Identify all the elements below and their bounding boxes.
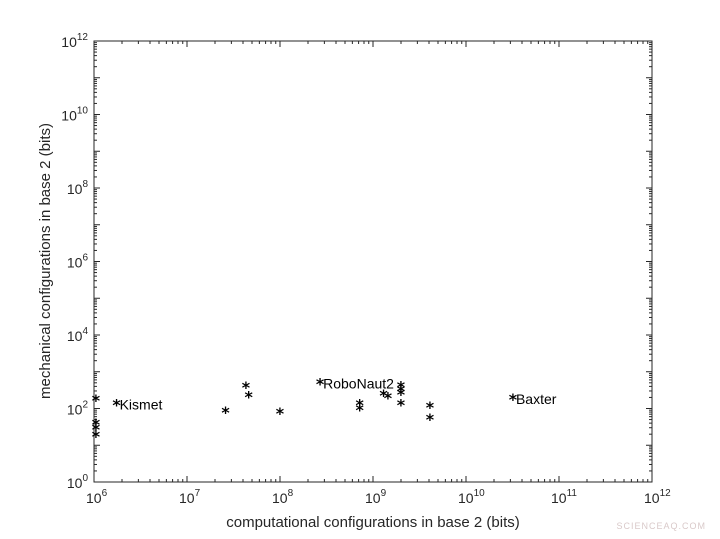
data-point: * — [91, 391, 101, 410]
y-tick-label: 100 — [67, 473, 89, 491]
y-tick-exponent: 4 — [82, 326, 88, 337]
data-point: * — [508, 390, 518, 409]
y-tick-base: 10 — [67, 181, 83, 197]
data-point: * — [425, 398, 435, 417]
data-point-label: Kismet — [120, 396, 163, 412]
data-point: * — [112, 395, 122, 414]
x-tick-base: 10 — [86, 490, 102, 506]
x-tick-base: 10 — [365, 490, 381, 506]
y-tick-exponent: 8 — [82, 179, 88, 190]
x-tick-label: 109 — [365, 488, 387, 506]
x-tick-label: 1011 — [551, 488, 577, 506]
watermark: SCIENCEAQ.COM — [616, 521, 706, 531]
y-tick-base: 10 — [67, 255, 83, 271]
y-tick-base: 10 — [67, 328, 83, 344]
x-tick-base: 10 — [179, 490, 195, 506]
y-tick-base: 10 — [61, 34, 77, 50]
x-tick-exponent: 11 — [567, 488, 578, 499]
data-point: * — [383, 388, 393, 407]
x-tick-label: 108 — [272, 488, 294, 506]
y-tick-base: 10 — [67, 475, 83, 491]
y-tick-label: 104 — [67, 326, 89, 344]
x-tick-exponent: 9 — [381, 488, 387, 499]
data-point-label: RoboNaut2 — [323, 375, 394, 391]
y-tick-exponent: 12 — [77, 32, 89, 43]
data-point: * — [91, 427, 101, 446]
y-tick-base: 10 — [67, 402, 83, 418]
y-axis-ticks — [94, 40, 652, 483]
y-tick-exponent: 10 — [77, 106, 89, 117]
data-point: * — [221, 403, 231, 422]
data-point: * — [396, 381, 406, 400]
x-axis-tick-labels: 106 107 108 109 1010 1011 1012 — [86, 488, 671, 506]
x-tick-exponent: 12 — [660, 488, 672, 499]
data-point: * — [244, 388, 254, 407]
y-tick-exponent: 0 — [82, 473, 88, 484]
y-tick-exponent: 2 — [82, 400, 88, 411]
y-tick-label: 1012 — [61, 32, 88, 50]
x-tick-base: 10 — [644, 490, 660, 506]
x-tick-label: 106 — [86, 488, 108, 506]
x-tick-base: 10 — [272, 490, 288, 506]
data-point: * — [91, 420, 101, 439]
data-point-label: Baxter — [516, 391, 557, 407]
y-tick-label: 106 — [67, 253, 89, 271]
x-tick-label: 1010 — [458, 488, 485, 506]
y-axis-label: mechanical configurations in base 2 (bit… — [37, 123, 54, 399]
data-point: * — [379, 386, 389, 405]
y-tick-exponent: 6 — [82, 253, 88, 264]
x-tick-exponent: 7 — [195, 488, 201, 499]
data-point: * — [396, 385, 406, 404]
data-point: * — [425, 410, 435, 429]
data-point: * — [241, 378, 251, 397]
y-tick-label: 1010 — [61, 106, 88, 124]
x-tick-exponent: 6 — [102, 488, 108, 499]
plot-area — [93, 40, 653, 483]
x-tick-exponent: 8 — [288, 488, 294, 499]
x-tick-base: 10 — [551, 490, 567, 506]
data-point: * — [355, 395, 365, 414]
data-point: * — [355, 400, 365, 419]
data-point: * — [396, 377, 406, 396]
data-point: * — [275, 404, 285, 423]
x-tick-base: 10 — [458, 490, 474, 506]
x-tick-label: 1012 — [644, 488, 671, 506]
data-points: *****Kismet *****RoboNaut2******** ***Baxt… — [91, 374, 557, 445]
x-axis-ticks — [93, 41, 653, 482]
y-tick-label: 108 — [67, 179, 89, 197]
y-tick-label: 102 — [67, 400, 89, 418]
data-point: * — [315, 374, 325, 393]
data-point: * — [91, 415, 101, 434]
x-tick-label: 107 — [179, 488, 201, 506]
y-tick-base: 10 — [61, 108, 77, 124]
data-point: * — [396, 395, 406, 414]
x-axis-label: computational configurations in base 2 (… — [226, 514, 520, 531]
x-tick-exponent: 10 — [474, 488, 486, 499]
